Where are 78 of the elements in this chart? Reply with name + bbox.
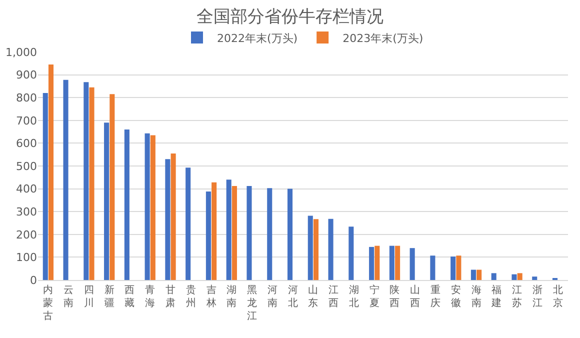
y-tick-label: 700 bbox=[16, 114, 37, 128]
bar bbox=[170, 153, 176, 280]
x-tick-label: 山西 bbox=[410, 284, 420, 309]
x-tick-label: 河北 bbox=[288, 284, 298, 309]
y-tick-label: 900 bbox=[16, 68, 37, 82]
bar bbox=[476, 270, 482, 280]
bar bbox=[84, 82, 89, 280]
x-tick-label: 重庆 bbox=[430, 284, 440, 309]
x-tick-label: 贵州 bbox=[186, 284, 196, 309]
y-tick-label: 500 bbox=[16, 160, 37, 173]
bar bbox=[470, 270, 476, 280]
x-tick-label: 山东 bbox=[308, 284, 318, 309]
x-tick-label: 湖南 bbox=[226, 284, 237, 309]
x-tick-label: 江西 bbox=[328, 284, 339, 309]
x-tick-label: 黑龙江 bbox=[247, 285, 258, 322]
bar bbox=[165, 159, 170, 280]
x-tick-label: 四川 bbox=[84, 285, 94, 309]
x-tick-label: 新疆 bbox=[104, 284, 114, 309]
x-tick-label: 内蒙古 bbox=[43, 284, 54, 322]
x-tick-label: 陕西 bbox=[390, 284, 400, 309]
bar bbox=[491, 273, 496, 280]
bar bbox=[369, 246, 374, 280]
bar bbox=[110, 94, 115, 280]
y-tick-label: 600 bbox=[16, 137, 37, 150]
bar bbox=[389, 246, 394, 280]
x-tick-label: 湖北 bbox=[348, 284, 359, 309]
y-tick-label: 800 bbox=[16, 91, 37, 104]
y-tick-label: 0 bbox=[30, 274, 37, 287]
x-tick-label: 宁夏 bbox=[369, 284, 380, 309]
legend-label: 2023年末(万头) bbox=[342, 32, 424, 45]
chart-title: 全国部分省份牛存栏情况 bbox=[196, 7, 384, 28]
bar bbox=[104, 122, 110, 280]
x-tick-label: 青海 bbox=[145, 284, 156, 309]
legend-label: 2022年末(万头) bbox=[217, 32, 298, 45]
x-tick-label: 甘肃 bbox=[166, 284, 176, 309]
x-tick-label: 北京 bbox=[552, 284, 563, 309]
x-tick-label: 安徽 bbox=[450, 284, 461, 309]
x-tick-label: 河南 bbox=[267, 284, 278, 309]
bar bbox=[186, 168, 191, 280]
bar bbox=[212, 182, 217, 280]
bar bbox=[450, 256, 456, 280]
bar bbox=[89, 87, 94, 280]
bar bbox=[124, 130, 130, 280]
x-tick-label: 云南 bbox=[64, 285, 74, 309]
bar bbox=[348, 226, 354, 280]
bar bbox=[532, 276, 538, 280]
x-tick-label: 吉林 bbox=[205, 284, 216, 309]
bar bbox=[512, 274, 517, 280]
y-tick-label: 1,000 bbox=[6, 46, 37, 59]
bar bbox=[63, 80, 68, 280]
bar bbox=[410, 248, 415, 280]
bar bbox=[456, 256, 462, 280]
x-tick-label: 福建 bbox=[490, 284, 502, 309]
bar bbox=[42, 93, 48, 280]
bar bbox=[232, 186, 237, 280]
y-tick-label: 100 bbox=[16, 251, 37, 264]
x-tick-label: 江苏 bbox=[512, 284, 522, 309]
bar bbox=[150, 135, 156, 280]
bar bbox=[144, 133, 150, 280]
y-tick-label: 200 bbox=[16, 228, 37, 242]
x-tick-label: 海南 bbox=[471, 284, 482, 309]
bar bbox=[517, 273, 522, 280]
bar bbox=[308, 216, 313, 280]
bar bbox=[267, 188, 272, 280]
bar bbox=[246, 186, 252, 280]
bar bbox=[226, 180, 232, 280]
y-tick-label: 400 bbox=[16, 182, 37, 196]
bar bbox=[430, 256, 436, 280]
bar bbox=[313, 219, 319, 280]
bar bbox=[328, 218, 334, 280]
bar bbox=[206, 192, 211, 280]
x-tick-label: 西藏 bbox=[124, 285, 135, 309]
bar bbox=[287, 188, 293, 280]
bar bbox=[374, 246, 380, 280]
bar bbox=[395, 246, 400, 280]
bar bbox=[48, 64, 54, 280]
x-tick-label: 浙江 bbox=[532, 284, 542, 309]
y-tick-label: 300 bbox=[16, 205, 37, 218]
